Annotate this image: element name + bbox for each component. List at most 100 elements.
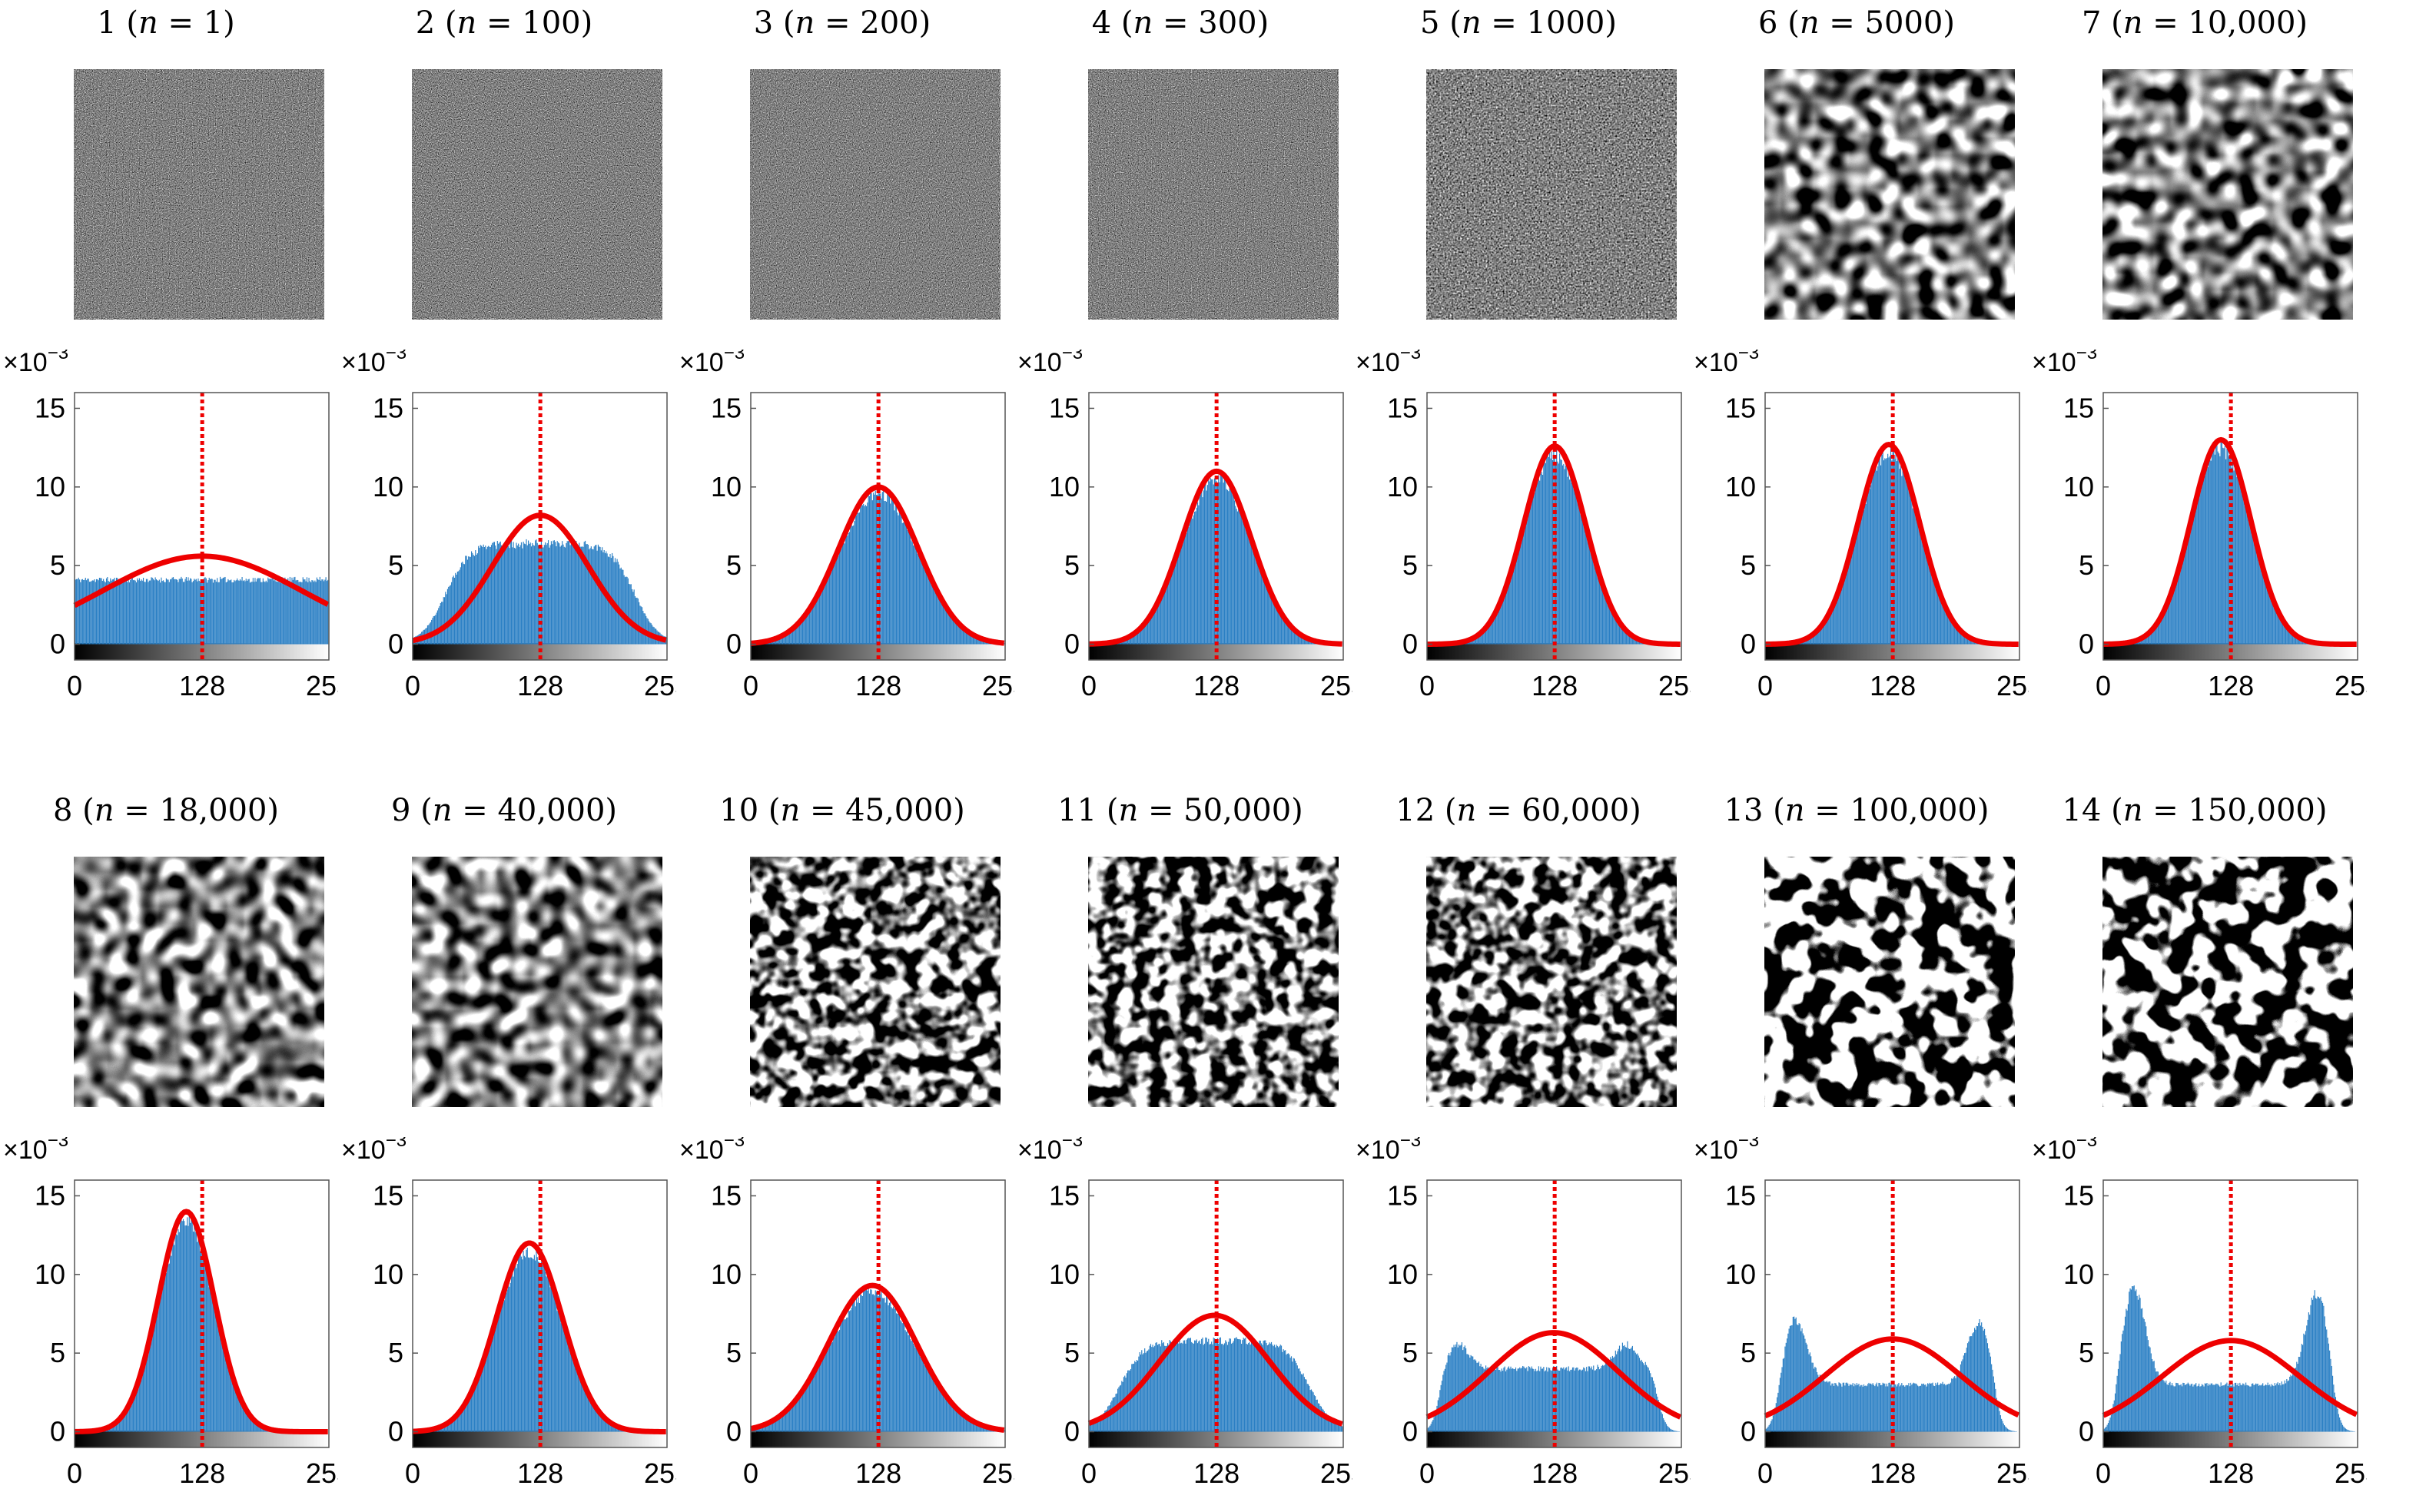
histogram-bar: [1663, 1418, 1664, 1432]
histogram-bar: [1981, 1322, 1983, 1432]
histogram-bar: [1784, 1346, 1786, 1432]
histogram-bar: [2341, 1424, 2344, 1432]
histogram-bar: [1848, 1385, 1850, 1432]
histogram-bar: [2298, 1357, 2299, 1432]
histogram-bar: [1606, 598, 1608, 645]
x-tick-label: 255: [644, 1457, 676, 1489]
histogram-bar: [2215, 1383, 2217, 1432]
histogram-bar: [2252, 531, 2254, 645]
histogram-bar: [1176, 1338, 1179, 1432]
histogram-bar: [1986, 1338, 1987, 1432]
histogram-bar: [1293, 631, 1295, 645]
histogram-bar: [545, 542, 546, 645]
histogram-bar: [237, 1394, 239, 1432]
histogram-bar: [189, 578, 191, 645]
histogram-bar: [1525, 526, 1527, 645]
histogram-bar: [863, 503, 865, 645]
histogram-bar: [833, 1333, 835, 1432]
histogram-bar: [2243, 1384, 2245, 1432]
histogram-bar: [1279, 1345, 1281, 1432]
n-symbol: n: [456, 5, 477, 41]
histogram-bar: [147, 1349, 148, 1432]
histogram-bar: [1186, 532, 1187, 645]
histogram-bar: [249, 582, 251, 645]
histogram-bar: [1800, 1331, 1802, 1432]
histogram-bar: [1842, 1382, 1844, 1432]
histogram-bar: [1933, 1385, 1934, 1432]
histogram-bar: [1559, 1371, 1561, 1432]
histogram-bar: [1795, 1317, 1797, 1432]
histogram-bar: [921, 559, 923, 645]
histogram-bar: [1938, 1384, 1940, 1432]
histogram-bar: [1475, 1360, 1477, 1432]
histogram-bar: [1607, 1364, 1608, 1432]
histogram-bar: [1883, 460, 1885, 645]
histogram-bar: [242, 1404, 244, 1432]
gaussian-fit-curve: [73, 553, 330, 608]
histogram-bar: [1597, 1364, 1598, 1432]
histogram-bar: [555, 542, 556, 645]
histogram-bar: [821, 589, 822, 645]
histogram-bar: [1107, 1406, 1109, 1432]
histogram-bar: [157, 1312, 158, 1432]
histogram-bar: [1518, 549, 1519, 645]
histogram-bar: [1920, 532, 1922, 645]
histogram-bar: [828, 577, 829, 645]
histogram-bar: [1500, 1371, 1502, 1432]
histogram-bar: [875, 1292, 878, 1432]
histogram-bar: [1934, 581, 1936, 645]
histogram-bar: [483, 1363, 486, 1432]
histogram-bar: [505, 1289, 506, 1432]
histogram-bar: [557, 1303, 559, 1432]
histogram-bar: [1810, 635, 1812, 645]
histogram-bar: [1285, 1350, 1286, 1432]
histogram-bar: [848, 1308, 849, 1432]
histogram-bars: [1777, 446, 2000, 645]
histogram-bar: [493, 542, 494, 645]
histogram-bar: [805, 616, 806, 645]
histogram-bar: [868, 496, 871, 645]
histogram-bar: [1657, 1396, 1658, 1432]
histogram-bar: [1180, 1343, 1181, 1432]
histogram-bar: [2333, 1384, 2335, 1432]
histogram-bar: [918, 1352, 920, 1432]
histogram-bar: [951, 1404, 953, 1432]
histogram-bar: [2155, 1371, 2157, 1432]
pattern-image-box: [1088, 69, 1339, 320]
histogram-bar: [942, 1392, 944, 1432]
x-tick-label: 0: [1757, 670, 1773, 701]
histogram-bar: [1505, 1371, 1507, 1432]
histogram-bar: [1900, 466, 1902, 645]
histogram-bar: [2183, 1383, 2185, 1432]
histogram-bar: [1640, 1361, 1641, 1432]
histogram-bar: [884, 1302, 886, 1432]
histogram-bar: [1164, 1345, 1166, 1432]
histogram-bar: [1926, 554, 1927, 645]
histogram-bar: [1863, 1384, 1865, 1432]
histogram-bar: [941, 601, 943, 645]
histogram-bar: [1463, 1347, 1465, 1432]
pattern-image-9: [412, 857, 662, 1107]
x-tick-label: 0: [405, 670, 420, 701]
histogram-bar: [265, 580, 267, 645]
histogram-bar: [522, 548, 523, 645]
x-tick-label: 255: [1658, 670, 1691, 701]
histogram-bar: [1302, 1374, 1303, 1432]
histogram-bar: [1636, 1354, 1638, 1432]
histogram-bar: [1923, 1383, 1924, 1432]
histogram-bar: [1535, 481, 1537, 645]
histogram-bar: [1881, 454, 1883, 645]
histogram-bars: [85, 1212, 288, 1432]
histogram-bar: [841, 1317, 843, 1432]
histogram-bar: [1100, 1415, 1102, 1432]
histogram-bar: [1587, 1371, 1588, 1432]
histogram-bar: [1336, 1424, 1338, 1432]
histogram-bar: [1265, 1340, 1266, 1432]
histogram-bar: [1192, 519, 1193, 645]
histogram-bar: [855, 513, 856, 645]
histogram-bar: [1236, 511, 1238, 645]
histogram-bar: [288, 581, 290, 645]
histogram-bar: [271, 578, 273, 645]
